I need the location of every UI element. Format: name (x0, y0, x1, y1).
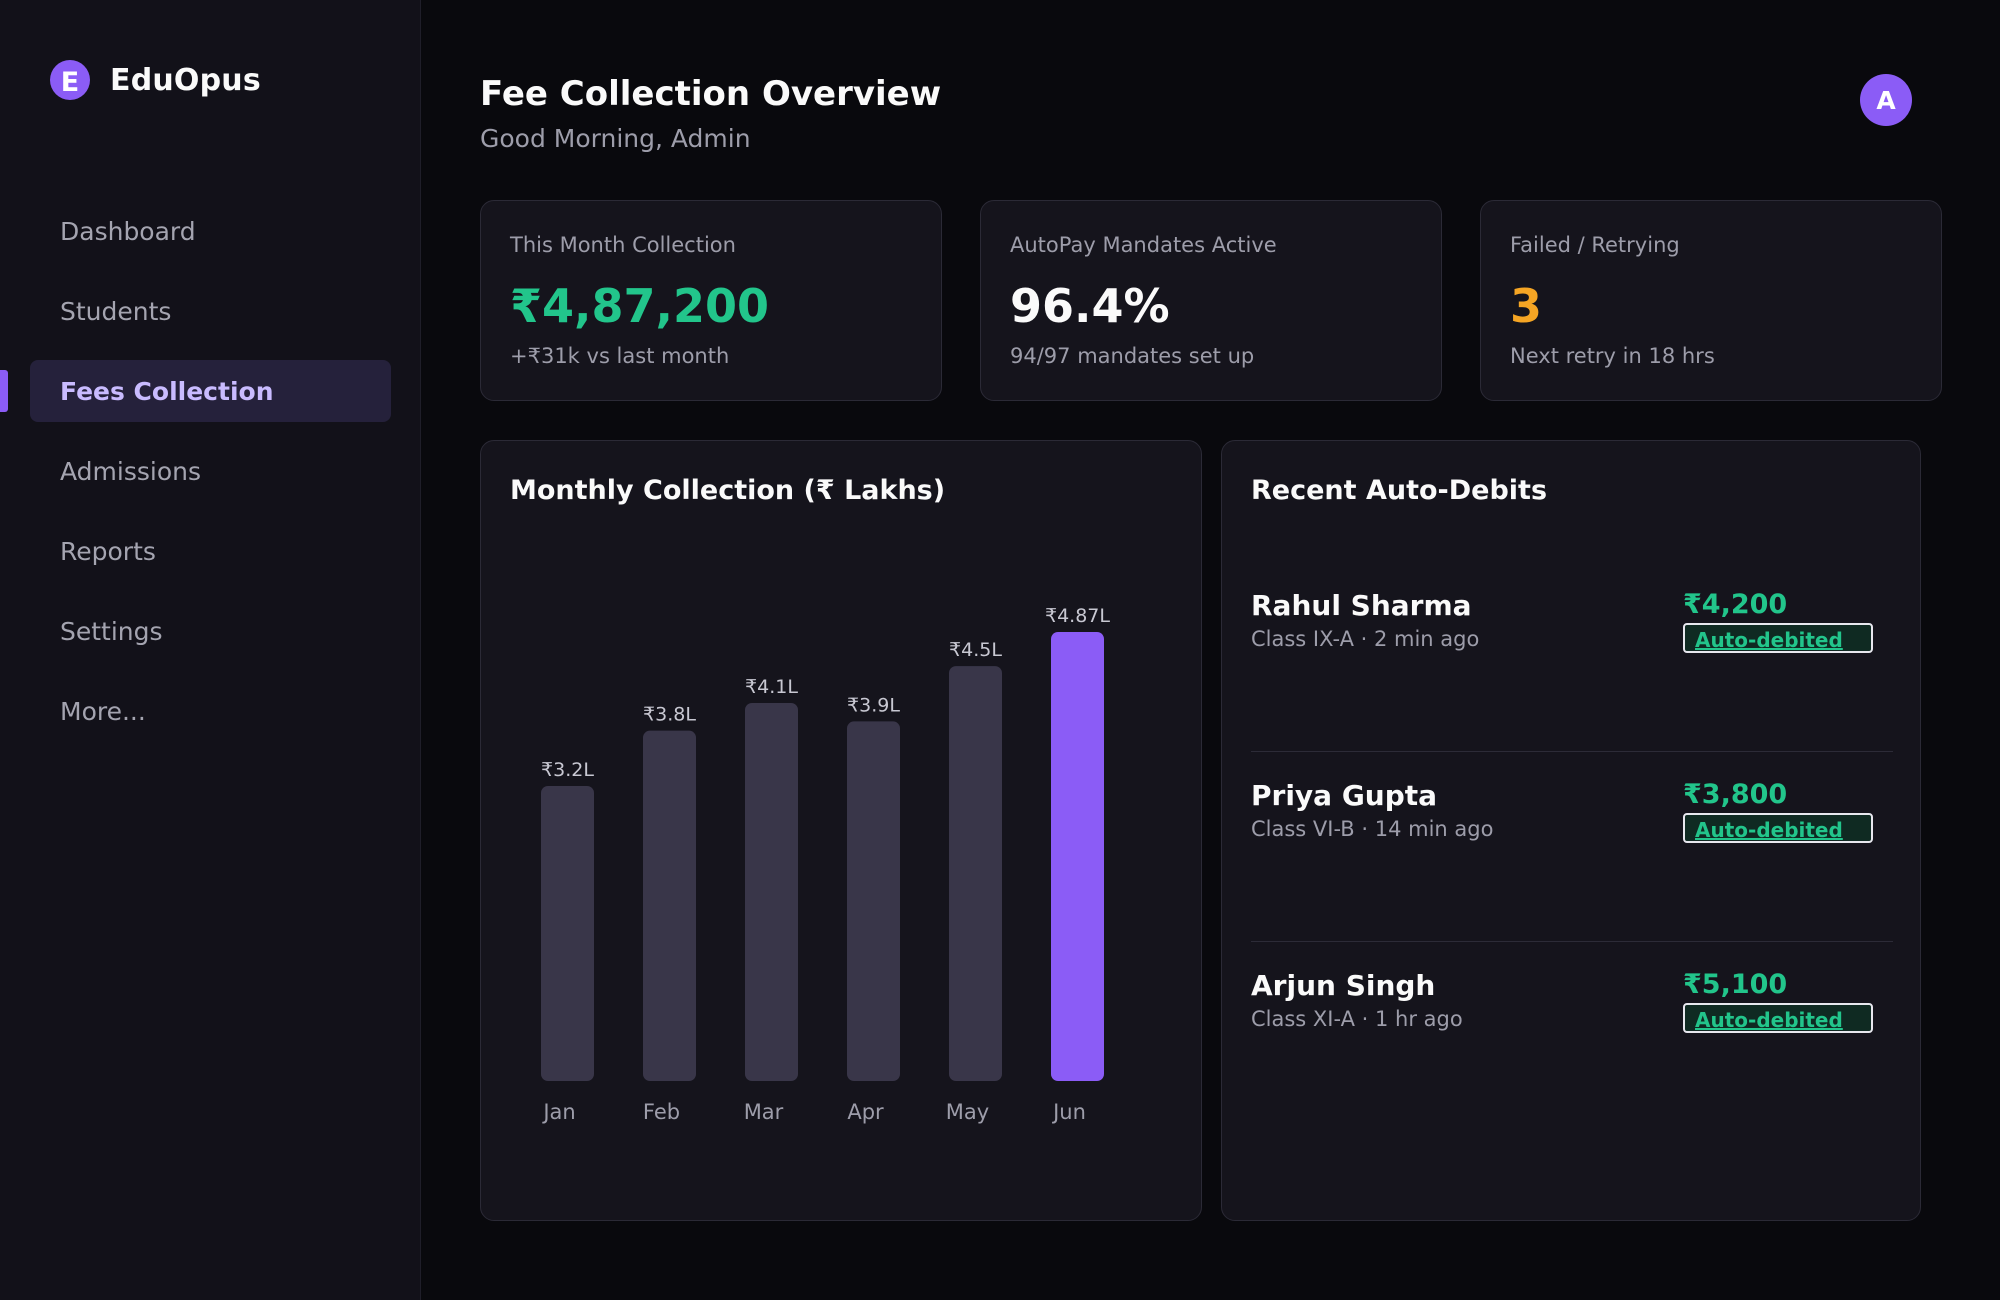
bar-value-label: ₹3.8L (643, 704, 696, 726)
bar-jun[interactable] (1051, 631, 1104, 1081)
x-axis-label: Jan (541, 1100, 575, 1124)
debit-amount: ₹4,200 (1683, 589, 1788, 620)
x-axis-label: Jun (1051, 1100, 1086, 1124)
x-axis-label: Apr (847, 1100, 884, 1124)
page-title: Fee Collection Overview (480, 74, 942, 114)
bar-may[interactable] (949, 666, 1002, 1081)
student-name: Priya Gupta (1251, 779, 1438, 812)
app-logo[interactable]: E EduOpus (50, 60, 261, 100)
stat-note: Next retry in 18 hrs (1510, 344, 1715, 368)
monthly-collection-chart: ₹3.2L Jan ₹3.8L Feb ₹4.1L Mar ₹3.9L Apr ₹4.5L May… (541, 605, 1110, 1124)
recent-auto-debits-card: Recent Auto-Debits Rahul Sharma Class IX… (1221, 440, 1921, 1221)
bar-jan[interactable] (541, 785, 594, 1081)
sidebar-item-dashboard[interactable]: Dashboard (60, 216, 196, 246)
student-meta: Class VI-B · 14 min ago (1251, 817, 1494, 841)
status-badge[interactable]: Auto-debited (1683, 623, 1873, 653)
bar-value-label: ₹3.2L (541, 759, 594, 781)
stat-value: ₹4,87,200 (510, 279, 769, 333)
student-meta: Class XI-A · 1 hr ago (1251, 1007, 1463, 1031)
sidebar-item-settings[interactable]: Settings (60, 616, 163, 646)
bar-value-label: ₹3.9L (847, 694, 900, 716)
sidebar-item-more[interactable]: More... (60, 696, 146, 726)
logo-icon: E (50, 60, 90, 100)
stat-label: AutoPay Mandates Active (1010, 233, 1277, 257)
stat-note: 94/97 mandates set up (1010, 344, 1255, 368)
stat-label: Failed / Retrying (1510, 233, 1680, 257)
stat-card-autopay-mandates: AutoPay Mandates Active 96.4% 94/97 mand… (980, 200, 1442, 401)
bar-mar[interactable] (745, 702, 798, 1081)
debit-amount: ₹5,100 (1683, 969, 1788, 1000)
stat-card-month-collection: This Month Collection ₹4,87,200 +₹31k vs… (480, 200, 942, 401)
sidebar-item-students[interactable]: Students (60, 296, 172, 326)
sidebar-item-fees-collection[interactable]: Fees Collection (0, 360, 391, 422)
divider (1251, 941, 1893, 942)
stat-card-failed-retrying: Failed / Retrying 3 Next retry in 18 hrs (1480, 200, 1942, 401)
chart-title: Monthly Collection (₹ Lakhs) (510, 475, 946, 506)
stat-value: 96.4% (1010, 279, 1170, 333)
stat-note: +₹31k vs last month (510, 344, 730, 368)
monthly-collection-chart-card: Monthly Collection (₹ Lakhs) ₹3.2L Jan ₹3.… (480, 440, 1202, 1221)
list-item[interactable]: Priya Gupta Class VI-B · 14 min ago ₹3,8… (1251, 779, 1893, 969)
page-subtitle: Good Morning, Admin (480, 124, 751, 153)
status-badge[interactable]: Auto-debited (1683, 813, 1873, 843)
x-axis-label: Feb (643, 1100, 680, 1124)
bar-value-label: ₹4.5L (949, 639, 1002, 661)
divider (1251, 751, 1893, 752)
bar-apr[interactable] (847, 721, 900, 1081)
bar-value-label: ₹4.87L (1045, 605, 1110, 627)
app-name: EduOpus (110, 62, 261, 98)
avatar[interactable]: A (1860, 74, 1912, 126)
sidebar-nav: Dashboard Students Fees Collection Admis… (0, 200, 391, 760)
recent-auto-debits-title: Recent Auto-Debits (1251, 475, 1548, 506)
x-axis-label: Mar (744, 1100, 784, 1124)
list-item[interactable]: Arjun Singh Class XI-A · 1 hr ago ₹5,100… (1251, 969, 1893, 1159)
debit-amount: ₹3,800 (1683, 779, 1788, 810)
status-badge[interactable]: Auto-debited (1683, 1003, 1873, 1033)
student-name: Rahul Sharma (1251, 589, 1472, 622)
list-item[interactable]: Rahul Sharma Class IX-A · 2 min ago ₹4,2… (1251, 589, 1893, 779)
x-axis-label: May (946, 1100, 989, 1124)
stat-label: This Month Collection (510, 233, 736, 257)
student-meta: Class IX-A · 2 min ago (1251, 627, 1480, 651)
student-name: Arjun Singh (1251, 969, 1436, 1002)
sidebar: E EduOpus Dashboard Students Fees Collec… (0, 0, 421, 1300)
stat-value: 3 (1510, 279, 1543, 333)
sidebar-item-reports[interactable]: Reports (60, 536, 156, 566)
bar-feb[interactable] (643, 730, 696, 1081)
bar-value-label: ₹4.1L (745, 676, 798, 698)
sidebar-item-admissions[interactable]: Admissions (60, 456, 201, 486)
